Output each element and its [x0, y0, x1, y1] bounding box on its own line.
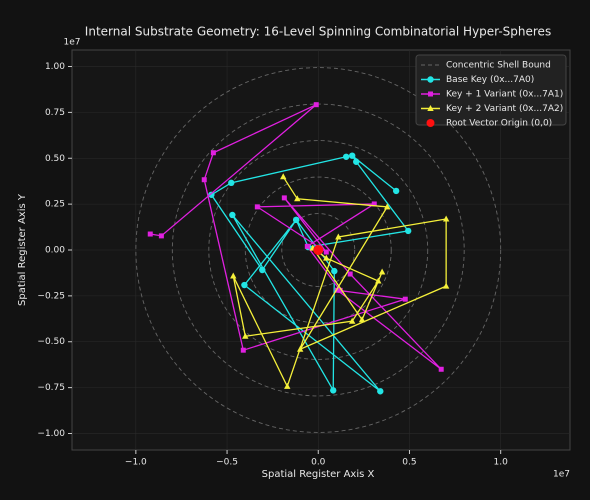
marker [404, 227, 412, 235]
legend-label: Base Key (0x...7A0) [446, 75, 534, 85]
marker [281, 195, 287, 201]
marker [297, 345, 304, 352]
marker [330, 387, 337, 394]
legend-swatch [426, 119, 435, 127]
series-line [210, 155, 410, 393]
y-tick-label: 0.75 [45, 108, 65, 118]
y-tick-label: −0.75 [37, 383, 65, 393]
marker [241, 281, 248, 289]
marker [229, 211, 236, 219]
x-tick-label: −0.5 [216, 458, 238, 468]
x-tick-label: 1.0 [494, 458, 509, 468]
marker [242, 332, 249, 339]
x-tick-label: −1.0 [125, 458, 147, 468]
y-tick-label: 0.25 [45, 200, 65, 210]
marker [259, 266, 266, 274]
marker [347, 271, 353, 277]
y-tick-label: 0.50 [45, 154, 65, 164]
marker [377, 388, 384, 395]
marker [208, 191, 215, 198]
shell [208, 140, 429, 360]
y-tick-label: −0.25 [37, 291, 65, 301]
marker [280, 173, 287, 180]
marker [335, 233, 342, 240]
shell [281, 213, 356, 287]
marker [348, 152, 356, 159]
shell [135, 67, 502, 433]
legend-box [415, 54, 567, 126]
shell [244, 176, 392, 324]
marker [158, 233, 164, 239]
marker [442, 282, 450, 289]
marker [292, 216, 300, 224]
marker [323, 254, 330, 261]
marker [427, 76, 434, 83]
marker [371, 201, 377, 207]
y-axis-label: Spatial Register Axis Y [17, 193, 28, 306]
marker [427, 105, 434, 111]
marker [428, 91, 433, 97]
marker [438, 366, 444, 372]
marker [358, 316, 366, 323]
legend-label: Concentric Shell Bound [446, 61, 551, 71]
marker [392, 187, 400, 195]
marker [228, 179, 235, 187]
x-tick-label: 0.0 [311, 458, 326, 468]
marker [337, 287, 343, 293]
marker [402, 296, 408, 302]
y-offset-label: 1e7 [64, 38, 81, 48]
marker [313, 102, 319, 108]
x-tick-label: 0.5 [402, 458, 416, 468]
marker [353, 158, 360, 165]
origin-point [313, 245, 324, 255]
marker [375, 277, 382, 284]
marker [201, 177, 207, 183]
marker [284, 382, 291, 389]
marker [442, 215, 450, 222]
marker [323, 249, 329, 255]
marker [304, 243, 310, 249]
marker [147, 231, 153, 237]
y-tick-label: −1.00 [37, 429, 65, 439]
marker [254, 204, 260, 210]
legend-label: Key + 1 Variant (0x...7A1) [446, 90, 563, 100]
y-tick-label: −0.50 [37, 337, 65, 347]
chart-title: Internal Substrate Geometry: 16-Level Sp… [85, 25, 551, 39]
x-axis-label: Spatial Register Axis X [262, 469, 375, 480]
marker [294, 195, 301, 202]
y-tick-label: 1.00 [45, 62, 65, 72]
marker [331, 267, 338, 275]
marker [230, 272, 237, 279]
legend-label: Key + 2 Variant (0x...7A2) [446, 104, 563, 114]
marker [384, 203, 391, 210]
marker [342, 153, 350, 160]
marker [240, 347, 246, 353]
marker [210, 150, 216, 156]
legend-label: Root Vector Origin (0,0) [446, 119, 552, 129]
x-offset-label: 1e7 [553, 470, 570, 480]
marker [378, 268, 386, 275]
series-line [150, 104, 442, 370]
y-tick-label: 0.00 [45, 246, 65, 256]
marker [334, 287, 340, 293]
marker [348, 317, 356, 324]
